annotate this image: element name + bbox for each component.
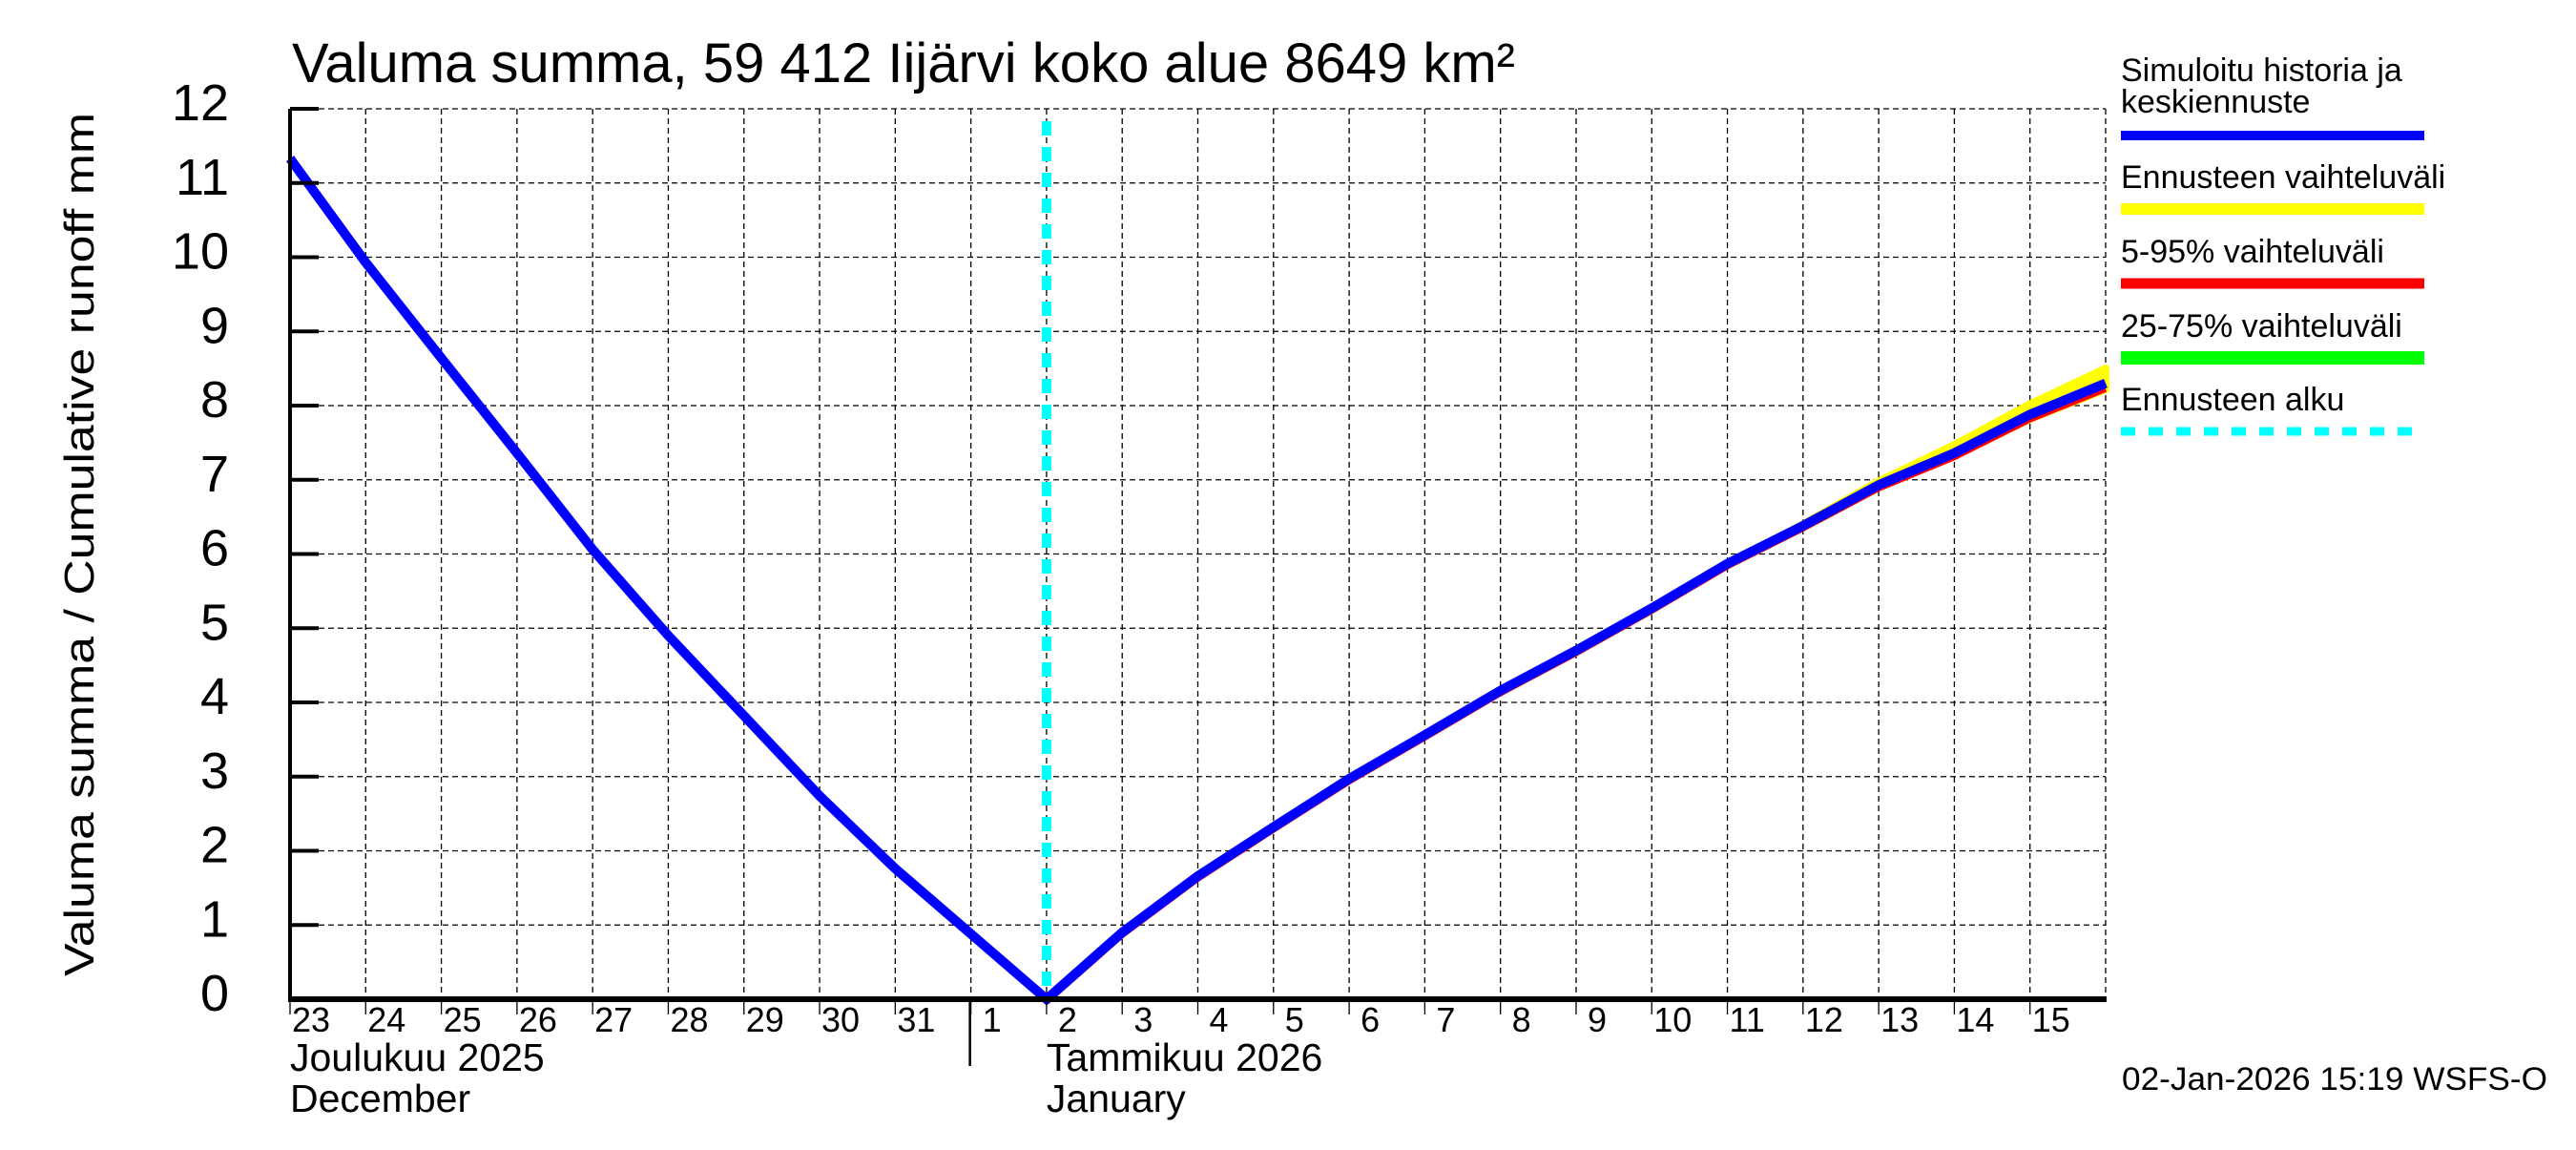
x-tick-label: 25 — [444, 1000, 482, 1039]
legend-label: Simuloitu historia ja — [2121, 52, 2402, 89]
legend-label: Ennusteen vaihteluväli — [2121, 159, 2445, 196]
x-tick-label: 7 — [1436, 1000, 1455, 1039]
y-tick-label: 6 — [200, 520, 229, 577]
month-label-en: January — [1047, 1077, 1186, 1120]
x-tick-label: 26 — [519, 1000, 557, 1039]
grid — [290, 108, 2107, 999]
y-tick-label: 3 — [200, 742, 229, 800]
timestamp: 02-Jan-2026 15:19 WSFS-O — [2122, 1061, 2547, 1098]
legend-label: 5-95% vaihteluväli — [2121, 234, 2384, 270]
series-lines — [285, 121, 2108, 1006]
legend-label: 25-75% vaihteluväli — [2121, 308, 2402, 345]
legend-label: Ennusteen alku — [2121, 382, 2344, 418]
x-tick-label: 15 — [2032, 1000, 2070, 1039]
month-label-fi: Joulukuu 2025 — [290, 1035, 545, 1079]
y-tick-label: 7 — [200, 446, 229, 503]
x-tick-label: 2 — [1058, 1000, 1077, 1039]
legend-item: 25-75% vaihteluväli — [2121, 308, 2424, 365]
y-tick-label: 5 — [200, 594, 229, 651]
x-tick-label: 10 — [1653, 1000, 1692, 1039]
x-tick-label: 3 — [1133, 1000, 1153, 1039]
median-line — [285, 156, 2108, 1006]
y-tick-label: 1 — [200, 890, 229, 948]
legend-item: Ennusteen vaihteluväli — [2121, 159, 2445, 215]
y-tick-label: 12 — [172, 74, 229, 132]
y-tick-label: 4 — [200, 668, 229, 725]
x-tick-label: 6 — [1361, 1000, 1380, 1039]
x-tick-label: 29 — [746, 1000, 784, 1039]
y-tick-label: 8 — [200, 371, 229, 429]
x-tick-label: 24 — [367, 1000, 405, 1039]
x-tick-label: 5 — [1285, 1000, 1304, 1039]
x-tick-label: 9 — [1588, 1000, 1607, 1039]
y-tick-label: 0 — [200, 965, 229, 1022]
y-tick-label: 11 — [176, 149, 229, 206]
x-tick-label: 13 — [1880, 1000, 1919, 1039]
x-tick-label: 14 — [1956, 1000, 1994, 1039]
y-tick-label: 2 — [200, 817, 229, 874]
x-tick-label: 12 — [1805, 1000, 1843, 1039]
month-label-en: December — [290, 1077, 470, 1120]
x-tick-label: 8 — [1512, 1000, 1531, 1039]
x-tick-label: 28 — [670, 1000, 708, 1039]
y-tick-label: 9 — [200, 297, 229, 354]
legend-item: Ennusteen alku — [2121, 382, 2424, 436]
chart-title: Valuma summa, 59 412 Iijärvi koko alue 8… — [292, 32, 1515, 94]
legend-label: keskiennuste — [2121, 84, 2310, 120]
y-axis-label: Valuma summa / Cumulative runoff mm — [56, 113, 103, 976]
x-tick-label: 11 — [1730, 1000, 1765, 1039]
x-tick-label: 4 — [1210, 1000, 1229, 1039]
x-tick-label: 30 — [821, 1000, 860, 1039]
x-tick-label: 1 — [983, 1000, 1002, 1039]
x-tick-label: 27 — [594, 1000, 633, 1039]
x-tick-label: 23 — [292, 1000, 330, 1039]
y-tick-label: 10 — [172, 223, 229, 281]
month-label-fi: Tammikuu 2026 — [1047, 1035, 1322, 1079]
legend-item: 5-95% vaihteluväli — [2121, 234, 2424, 289]
x-tick-label: 31 — [897, 1000, 935, 1039]
